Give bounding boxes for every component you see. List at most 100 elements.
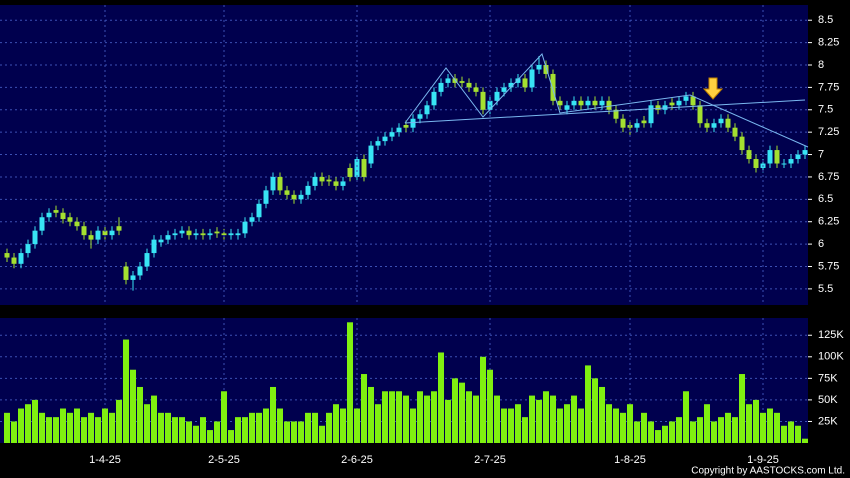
volume-bar — [515, 404, 521, 443]
candle-body — [235, 233, 241, 236]
candle-body — [697, 105, 703, 124]
price-panel — [0, 5, 808, 305]
volume-bar — [795, 425, 801, 443]
candle-body — [557, 100, 563, 106]
y-tick-label: 8.5 — [818, 14, 833, 26]
candle-body — [711, 123, 717, 128]
candle-body — [67, 217, 73, 222]
volume-bar — [60, 408, 66, 443]
candle-body — [333, 181, 339, 186]
y-tick-label: 5.5 — [818, 283, 833, 295]
volume-bar — [158, 412, 164, 443]
volume-bar — [102, 408, 108, 443]
volume-bar — [459, 382, 465, 443]
volume-bar — [634, 421, 640, 443]
candle-body — [613, 109, 619, 119]
candle-body — [32, 230, 38, 245]
x-tick-label: 1-8-25 — [614, 454, 646, 466]
candle-body — [417, 114, 423, 119]
volume-bar — [676, 417, 682, 443]
volume-bar — [256, 412, 262, 443]
y-tick-label: 6.25 — [818, 216, 839, 228]
volume-bar — [704, 404, 710, 443]
candle-body — [193, 233, 199, 236]
volume-bar — [228, 430, 234, 443]
y-tick-label: 6.5 — [818, 193, 833, 205]
candle-body — [802, 150, 808, 155]
volume-bar — [333, 404, 339, 443]
candle-body — [368, 145, 374, 164]
volume-bar — [151, 395, 157, 443]
candle-body — [564, 105, 570, 110]
candle-body — [403, 125, 409, 128]
volume-bar — [263, 408, 269, 443]
volume-bar — [592, 378, 598, 443]
volume-bar — [690, 421, 696, 443]
volume-bar — [130, 369, 136, 443]
candle-body — [767, 150, 773, 164]
volume-bar — [669, 421, 675, 443]
candle-body — [683, 96, 689, 101]
volume-bar — [655, 430, 661, 443]
volume-bar — [410, 408, 416, 443]
candle-body — [25, 244, 31, 254]
candle-body — [690, 96, 696, 106]
volume-bar — [627, 404, 633, 443]
candle-body — [200, 233, 206, 236]
volume-bar — [641, 412, 647, 443]
y-tick-label: 6.75 — [818, 171, 839, 183]
signal-arrow — [702, 77, 724, 100]
candle-body — [354, 159, 360, 177]
volume-bar — [417, 391, 423, 443]
volume-bar — [242, 417, 248, 443]
volume-bar — [39, 412, 45, 443]
candle-body — [375, 141, 381, 146]
volume-bar — [312, 412, 318, 443]
volume-bar — [368, 386, 374, 443]
volume-bar — [508, 408, 514, 443]
candle-body — [494, 91, 500, 101]
volume-bar — [466, 391, 472, 443]
volume-bar — [340, 408, 346, 443]
volume-bar — [25, 404, 31, 443]
volume-bar — [501, 408, 507, 443]
candle-body — [662, 105, 668, 110]
volume-bar — [697, 417, 703, 443]
volume-bar — [214, 421, 220, 443]
candle-body — [95, 230, 101, 240]
volume-bar — [326, 412, 332, 443]
volume-bar — [746, 404, 752, 443]
y-tick-label: 7.25 — [818, 126, 839, 138]
candle-body — [347, 167, 353, 177]
volume-bar — [718, 417, 724, 443]
copyright: Copyright by AASTOCKS.com Ltd. — [691, 466, 845, 477]
candle-body — [704, 123, 710, 128]
neckline — [404, 99, 806, 124]
candle-body — [298, 194, 304, 200]
candle-body — [620, 118, 626, 128]
x-tick-label: 1-9-25 — [747, 454, 779, 466]
volume-bar — [165, 412, 171, 443]
candle-body — [515, 78, 521, 83]
x-tick-label: 2-7-25 — [474, 454, 506, 466]
volume-bar — [144, 404, 150, 443]
candle-body — [319, 176, 325, 182]
candle-body — [158, 239, 164, 243]
candle-body — [774, 150, 780, 164]
candle-body — [634, 123, 640, 128]
candle-body — [585, 100, 591, 106]
candle-body — [389, 132, 395, 137]
volume-bar — [424, 395, 430, 443]
volume-bar — [137, 386, 143, 443]
candle-body — [669, 102, 675, 106]
candle-body — [60, 212, 66, 220]
candle-body — [81, 226, 87, 236]
candle-body — [249, 217, 255, 222]
volume-bar — [487, 369, 493, 443]
volume-bar — [46, 417, 52, 443]
candle-body — [396, 127, 402, 133]
x-tick-label: 1-4-25 — [89, 454, 121, 466]
volume-bar — [116, 399, 122, 443]
volume-bar — [431, 391, 437, 443]
